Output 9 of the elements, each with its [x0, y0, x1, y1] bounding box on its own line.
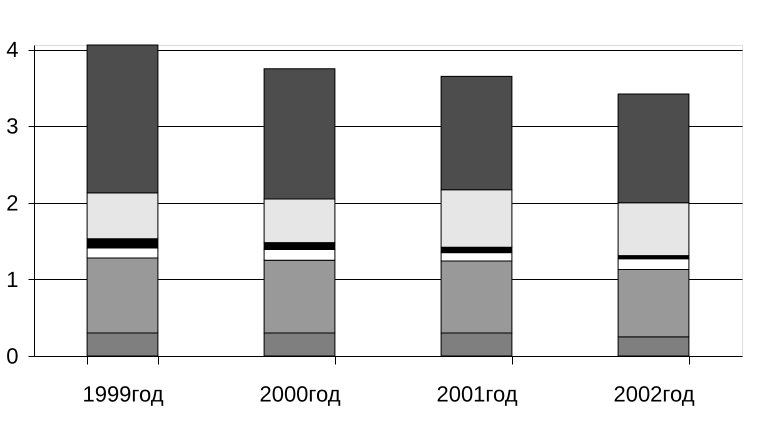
y-tick-label: 2: [6, 190, 18, 216]
x-tick-label: 2000год: [259, 382, 341, 406]
x-tick-label: 2002год: [613, 382, 695, 406]
y-tick-label: 3: [6, 114, 18, 139]
x-tick-label: 2001год: [436, 382, 518, 406]
y-tick-label: 4: [6, 37, 18, 62]
x-tick-label: 1999год: [82, 382, 164, 406]
y-tick-label: 1: [6, 266, 18, 292]
y-tick-label: 0: [6, 344, 18, 368]
